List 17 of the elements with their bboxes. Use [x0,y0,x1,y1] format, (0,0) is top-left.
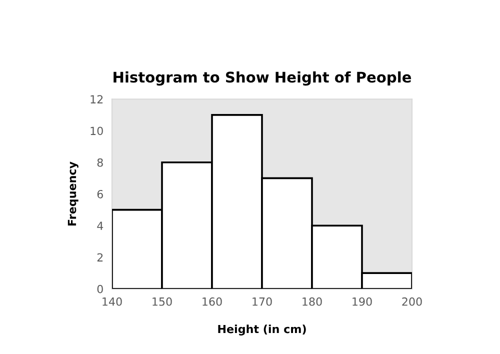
x-axis-title: Height (in cm) [218,324,306,336]
y-tick-label: 0 [97,284,103,294]
x-tick-label: 200 [402,297,422,306]
x-tick-label: 150 [152,297,172,306]
y-axis-title: Frequency [68,162,78,226]
y-tick-label: 8 [97,158,103,167]
y-tick-label: 2 [97,253,103,262]
chart-title: Histogram to Show Height of People [114,71,412,86]
y-tick-label: 6 [97,190,103,198]
y-tick-label: 4 [97,222,104,230]
y-tick-label: 12 [90,95,103,104]
x-tick-label: 160 [202,297,222,306]
x-tick-label: 140 [102,297,122,306]
y-tick-label: 10 [90,126,103,136]
x-tick-label: 180 [302,297,322,306]
x-tick-label: 170 [252,297,272,306]
x-tick-label: 190 [352,297,372,306]
